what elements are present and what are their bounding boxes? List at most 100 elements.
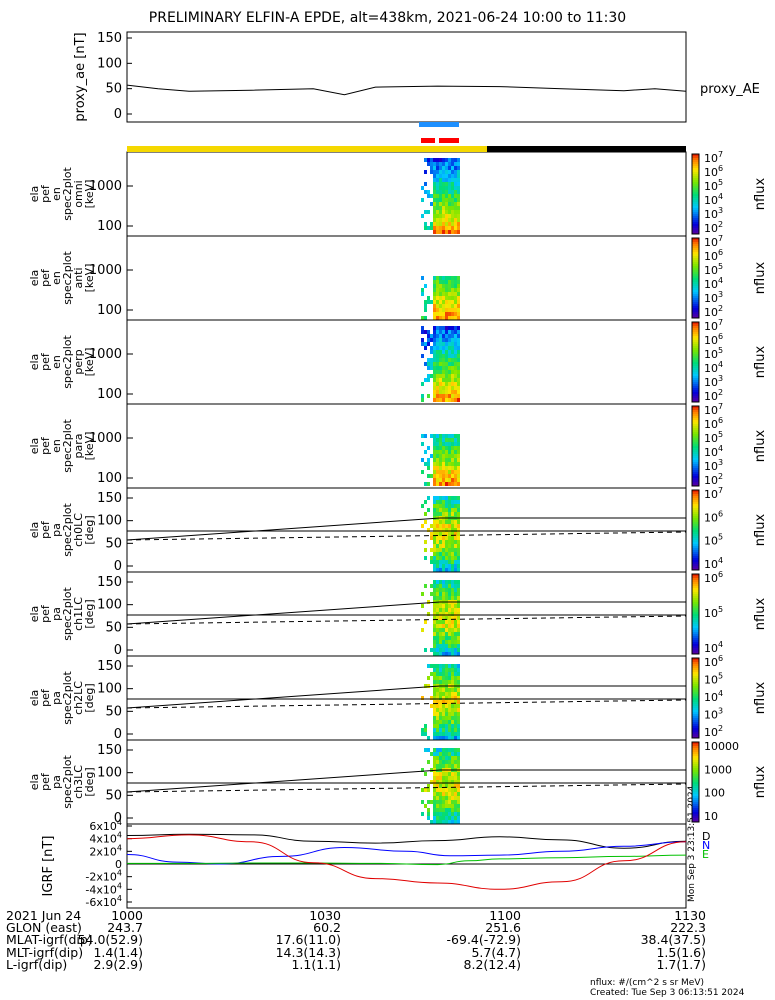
orbit-row-value: 243.7 xyxy=(107,920,143,936)
pef_en_spec2plot_para-cell xyxy=(433,462,436,466)
pef_en_spec2plot_perp-cell xyxy=(439,338,442,342)
pef_pa_spec2plot_ch1LC-cell xyxy=(442,652,445,656)
pef_en_spec2plot_para-cell xyxy=(433,466,436,470)
pef_pa_spec2plot_ch0LC-cell xyxy=(451,560,454,564)
pef_en_spec2plot_perp-cell xyxy=(448,330,451,334)
pef_pa_spec2plot_ch2LC-cell xyxy=(445,672,448,676)
pef_pa_spec2plot_ch0LC-zticklabel: 106 xyxy=(704,509,723,524)
pef_en_spec2plot_para-cell xyxy=(442,474,445,478)
pef_pa_spec2plot_ch0LC-cell xyxy=(442,508,445,512)
pef_pa_spec2plot_ch1LC-cell xyxy=(421,592,424,596)
pef_pa_spec2plot_ch2LC-cell xyxy=(436,672,439,676)
colorbars-group: 102103104105106107nflux10210310410510610… xyxy=(691,150,768,823)
pef_en_spec2plot_perp-colorbar-cell xyxy=(692,388,699,390)
pef_en_spec2plot_perp-cell xyxy=(445,386,448,390)
pef_en_spec2plot_omni-cell xyxy=(439,214,442,218)
pef_pa_spec2plot_ch0LC-trace-line xyxy=(126,517,441,541)
pef_pa_spec2plot_ch1LC-cell xyxy=(454,612,457,616)
pef_en_spec2plot_omni-cell xyxy=(445,182,448,186)
pef_pa_spec2plot_ch0LC-cell xyxy=(448,508,451,512)
pef_pa_spec2plot_ch1LC-cell xyxy=(436,580,439,584)
pef_pa_spec2plot_ch0LC-cell xyxy=(457,540,460,544)
pef_pa_spec2plot_ch0LC-ytick: 50 xyxy=(105,536,122,551)
pef_pa_spec2plot_ch2LC-cell xyxy=(448,724,451,728)
pef_en_spec2plot_perp-cell xyxy=(457,342,460,346)
pef_pa_spec2plot_ch2LC-cell xyxy=(454,720,457,724)
pef_en_spec2plot_omni-cell xyxy=(445,202,448,206)
pef_en_spec2plot_perp-cell xyxy=(457,386,460,390)
pef_pa_spec2plot_ch2LC-cell xyxy=(442,692,445,696)
pef_en_spec2plot_para-cell xyxy=(451,482,454,486)
pef_pa_spec2plot_ch3LC-cell xyxy=(436,812,439,816)
pef_pa_spec2plot_ch0LC-cell xyxy=(457,496,460,500)
pef_pa_spec2plot_ch1LC-cell xyxy=(445,596,448,600)
pef_pa_spec2plot_ch1LC-colorbar-cell xyxy=(692,608,699,610)
pef_pa_spec2plot_ch2LC-cell xyxy=(439,724,442,728)
orbit-row-label: 2021 Jun 24 xyxy=(6,908,82,923)
pef_pa_spec2plot_ch3LC-cell xyxy=(445,752,448,756)
pef_pa_spec2plot_ch2LC-cell xyxy=(451,696,454,700)
pef_pa_spec2plot_ch3LC-cell xyxy=(439,800,442,804)
pef_pa_spec2plot_ch0LC-cell xyxy=(439,548,442,552)
pef_pa_spec2plot_ch3LC-colorbar-cell xyxy=(692,792,699,794)
pef_en_spec2plot_omni-colorbar-cell xyxy=(692,196,699,198)
pef_pa_spec2plot_ch3LC-cell xyxy=(454,748,457,752)
pef_en_spec2plot_anti-cell xyxy=(424,284,427,288)
pef_en_spec2plot_omni-colorbar-cell xyxy=(692,204,699,206)
pef_pa_spec2plot_ch2LC-ylabel-line: pa xyxy=(50,691,63,705)
pef_pa_spec2plot_ch2LC-cell xyxy=(457,720,460,724)
pef_en_spec2plot_omni-cell xyxy=(454,170,457,174)
pef_en_spec2plot_perp-colorbar-cell xyxy=(692,390,699,392)
orbit-row-value: 5.7(4.7) xyxy=(471,944,521,960)
pef_en_spec2plot_omni-zticklabel: 104 xyxy=(704,192,723,207)
igrf-ytick: 4x104 xyxy=(89,831,122,846)
pef_pa_spec2plot_ch0LC-cell xyxy=(433,532,436,536)
pef_pa_spec2plot_ch3LC-cell xyxy=(445,792,448,796)
pef_pa_spec2plot_ch1LC-cell xyxy=(433,636,436,640)
pef_en_spec2plot_perp-cell xyxy=(433,342,436,346)
pef_pa_spec2plot_ch1LC-ylabel-line: pa xyxy=(50,607,63,621)
pef_pa_spec2plot_ch1LC-cell xyxy=(457,652,460,656)
pef_pa_spec2plot_ch0LC-cell xyxy=(448,568,451,572)
pef_pa_spec2plot_ch2LC-cell xyxy=(457,668,460,672)
pef_en_spec2plot_omni-colorbar-cell xyxy=(692,158,699,160)
pef_pa_spec2plot_ch1LC-cell xyxy=(451,612,454,616)
orbit-row-label: MLT-igrf(dip) xyxy=(6,944,84,960)
pef_pa_spec2plot_ch3LC-cell xyxy=(448,820,451,824)
pef_pa_spec2plot_ch3LC-cell xyxy=(442,780,445,784)
pef_en_spec2plot_omni-cell xyxy=(430,222,433,226)
pef_en_spec2plot_para-cell xyxy=(445,450,448,454)
pef_pa_spec2plot_ch2LC-cell xyxy=(451,716,454,720)
pef_en_spec2plot_para-cell xyxy=(445,474,448,478)
pef_pa_spec2plot_ch1LC-cell xyxy=(436,620,439,624)
pef_pa_spec2plot_ch2LC-cell xyxy=(445,716,448,720)
pef_en_spec2plot_omni-cell xyxy=(442,170,445,174)
pef_pa_spec2plot_ch0LC-cell xyxy=(451,504,454,508)
pef_pa_spec2plot_ch0LC-cell xyxy=(442,564,445,568)
pef_en_spec2plot_para-colorbar-cell xyxy=(692,484,699,486)
pef_pa_spec2plot_ch2LC-cell xyxy=(442,676,445,680)
pef_en_spec2plot_para-ylabel-line: pef xyxy=(39,436,52,455)
pef_pa_spec2plot_ch3LC-heatmap xyxy=(126,748,687,824)
pef_pa_spec2plot_ch1LC-cell xyxy=(451,636,454,640)
pef_pa_spec2plot_ch0LC-cell xyxy=(448,512,451,516)
pef_en_spec2plot_omni-cell xyxy=(448,230,451,234)
pef_pa_spec2plot_ch1LC-cell xyxy=(457,624,460,628)
pef_en_spec2plot_anti-cell xyxy=(451,300,454,304)
pef_en_spec2plot_perp-colorbar-cell xyxy=(692,324,699,326)
pef_pa_spec2plot_ch0LC-colorbar-cell xyxy=(692,538,699,540)
pef_en_spec2plot_omni-cell xyxy=(448,174,451,178)
pef_pa_spec2plot_ch0LC-cell xyxy=(433,536,436,540)
pef_pa_spec2plot_ch2LC-cell xyxy=(454,704,457,708)
pef_en_spec2plot_para-cell xyxy=(421,434,424,438)
pef_pa_spec2plot_ch3LC-cell xyxy=(442,820,445,824)
pef_en_spec2plot_perp-cell xyxy=(433,354,436,358)
pef_en_spec2plot_para-cell xyxy=(448,474,451,478)
pef_en_spec2plot_perp-cell xyxy=(457,354,460,358)
pef_pa_spec2plot_ch1LC-cell xyxy=(457,612,460,616)
pef_pa_spec2plot_ch3LC-cell xyxy=(442,796,445,800)
pef_en_spec2plot_perp-cell xyxy=(445,378,448,382)
pef_pa_spec2plot_ch0LC-cell xyxy=(448,524,451,528)
pef_en_spec2plot_para-colorbar-cell xyxy=(692,468,699,470)
pef_pa_spec2plot_ch3LC-cell xyxy=(445,772,448,776)
